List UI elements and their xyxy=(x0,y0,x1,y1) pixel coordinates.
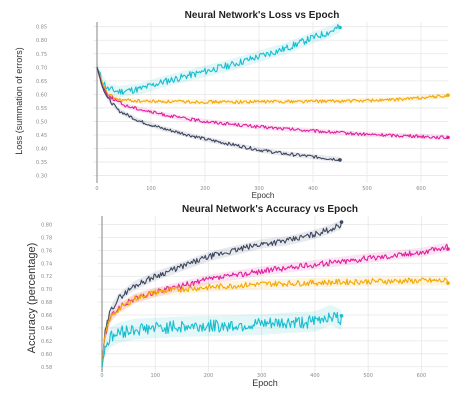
accuracy-series-2-line xyxy=(101,277,449,367)
loss-series-3-line xyxy=(96,67,341,162)
accuracy-xtick-label: 0 xyxy=(100,373,103,379)
loss-xtick-label: 400 xyxy=(308,186,318,192)
accuracy-series-0-end-marker xyxy=(339,220,344,224)
loss-ytick-label: 0.50 xyxy=(36,119,47,125)
loss-chart-ylabel: Loss (summation of errors) xyxy=(14,47,24,155)
loss-ytick-label: 0.70 xyxy=(36,65,47,71)
loss-series-0-end-marker xyxy=(338,25,342,30)
loss-series-2-end-marker xyxy=(446,135,450,140)
loss-ytick-label: 0.45 xyxy=(36,133,47,139)
accuracy-xtick-label: 100 xyxy=(150,373,160,379)
loss-xtick-label: 500 xyxy=(362,186,372,192)
accuracy-series-1-line xyxy=(101,243,449,367)
accuracy-series-1-band xyxy=(102,242,448,372)
loss-series-0-band xyxy=(97,21,340,98)
accuracy-series-3-band xyxy=(102,304,342,377)
accuracy-ytick-label: 0.74 xyxy=(41,261,52,267)
loss-ytick-label: 0.80 xyxy=(36,38,47,44)
loss-series-1-end-marker xyxy=(446,93,450,97)
accuracy-chart: Neural Network's Accuracy vs Epoch Accur… xyxy=(26,204,450,388)
loss-ytick-label: 0.40 xyxy=(36,147,47,153)
accuracy-ytick-label: 0.78 xyxy=(41,235,52,241)
loss-series-2-line xyxy=(96,67,449,140)
accuracy-series-1-end-marker xyxy=(446,247,450,251)
accuracy-xtick-label: 600 xyxy=(417,373,427,379)
loss-ytick-label: 0.85 xyxy=(36,25,47,31)
accuracy-chart-ylabel: Accuracy (percentage) xyxy=(26,243,38,354)
accuracy-xtick-label: 400 xyxy=(310,373,320,379)
loss-ytick-label: 0.65 xyxy=(36,79,47,85)
loss-ytick-label: 0.55 xyxy=(36,106,47,112)
accuracy-ytick-label: 0.68 xyxy=(41,300,52,306)
loss-chart-xlabel: Epoch xyxy=(252,191,275,200)
loss-xtick-label: 600 xyxy=(416,186,426,192)
accuracy-series-2-end-marker xyxy=(446,281,450,285)
accuracy-ytick-label: 0.64 xyxy=(41,326,52,332)
loss-ytick-label: 0.35 xyxy=(36,160,47,166)
loss-series-1-band xyxy=(97,64,448,105)
loss-ytick-label: 0.30 xyxy=(36,174,47,180)
accuracy-series-0-band xyxy=(102,219,342,372)
accuracy-ytick-label: 0.76 xyxy=(41,248,52,254)
accuracy-chart-title: Neural Network's Accuracy vs Epoch xyxy=(182,204,358,215)
loss-xtick-label: 300 xyxy=(254,186,264,192)
loss-ytick-label: 0.60 xyxy=(36,92,47,98)
loss-ytick-label: 0.75 xyxy=(36,52,47,58)
accuracy-ytick-label: 0.72 xyxy=(41,274,52,280)
accuracy-ytick-label: 0.70 xyxy=(41,287,52,293)
accuracy-xtick-label: 200 xyxy=(204,373,214,379)
accuracy-ytick-label: 0.58 xyxy=(41,365,52,371)
accuracy-xtick-label: 300 xyxy=(257,373,267,379)
accuracy-ytick-label: 0.62 xyxy=(41,339,52,345)
accuracy-series-3-line xyxy=(101,311,343,367)
loss-chart: Neural Network's Loss vs Epoch Loss (sum… xyxy=(14,10,450,200)
loss-xtick-label: 0 xyxy=(95,186,98,192)
accuracy-ytick-label: 0.80 xyxy=(41,222,52,228)
loss-chart-title: Neural Network's Loss vs Epoch xyxy=(185,10,340,21)
accuracy-chart-xlabel: Epoch xyxy=(252,378,278,388)
loss-series-0-line xyxy=(96,24,341,95)
loss-xtick-label: 200 xyxy=(200,186,210,192)
accuracy-series-3-end-marker xyxy=(339,313,344,318)
loss-xtick-label: 100 xyxy=(146,186,156,192)
accuracy-xtick-label: 500 xyxy=(363,373,373,379)
accuracy-ytick-label: 0.66 xyxy=(41,313,52,319)
loss-series-1-line xyxy=(96,67,449,105)
accuracy-ytick-label: 0.60 xyxy=(41,352,52,358)
loss-series-3-end-marker xyxy=(338,158,342,162)
accuracy-series-0-line xyxy=(101,221,343,367)
